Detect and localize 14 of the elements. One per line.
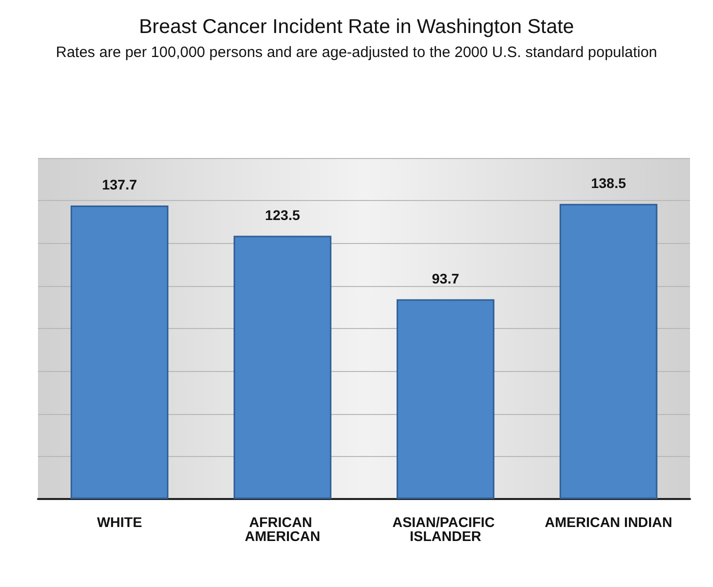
chart-title: Breast Cancer Incident Rate in Washington State — [138, 16, 574, 38]
bar — [70, 206, 168, 499]
bar — [234, 236, 332, 499]
x-tick-label: ASIAN/PACIFIC ISLANDER — [392, 514, 499, 544]
x-tick-label: WHITE — [96, 514, 142, 530]
data-label: 93.7 — [432, 270, 460, 286]
chart-subtitle: Rates are per 100,000 persons and are age-adjusted to the 2000 U.S. standard population — [56, 44, 658, 61]
x-tick-label: AMERICAN INDIAN — [544, 514, 672, 530]
data-label: 123.5 — [264, 206, 300, 223]
x-tick-label: AFRICAN AMERICAN — [244, 514, 320, 544]
data-label: 138.5 — [590, 174, 626, 191]
data-label: 137.7 — [102, 176, 138, 193]
bar — [560, 204, 658, 499]
bar — [396, 299, 494, 499]
